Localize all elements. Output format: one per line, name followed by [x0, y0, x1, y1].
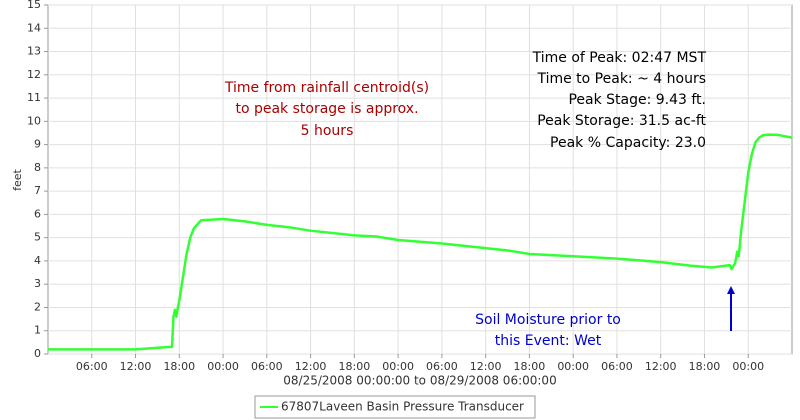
- annotation-line: Time from rainfall centroid(s): [224, 80, 429, 96]
- y-tick-label: 13: [27, 45, 41, 58]
- x-tick-label: 18:00: [514, 360, 546, 373]
- x-tick-label: 06:00: [601, 360, 633, 373]
- y-tick-label: 5: [34, 231, 41, 244]
- y-tick-label: 8: [34, 161, 41, 174]
- annotation-line: this Event: Wet: [495, 333, 602, 349]
- y-tick-label: 9: [34, 138, 41, 151]
- annotation-line: Soil Moisture prior to: [475, 312, 621, 328]
- annotation-line: 5 hours: [301, 123, 354, 139]
- plot-area: [47, 4, 793, 355]
- y-tick-label: 12: [27, 68, 41, 81]
- legend: 67807Laveen Basin Pressure Transducer: [254, 395, 536, 419]
- x-tick-label: 12:00: [295, 360, 327, 373]
- y-tick-label: 4: [34, 254, 41, 267]
- x-tick-label: 00:00: [382, 360, 414, 373]
- y-tick-label: 15: [27, 0, 41, 11]
- annotation-line: Time of Peak: 02:47 MST: [532, 50, 707, 66]
- annotation-line: Time to Peak: ~ 4 hours: [536, 71, 706, 87]
- annotation: Time of Peak: 02:47 MST Time to Peak: ~ …: [532, 50, 707, 151]
- annotation: Time from rainfall centroid(s) to peak s…: [224, 80, 429, 139]
- annotation-line: Peak Stage: 9.43 ft.: [568, 92, 706, 108]
- y-tick-label: 1: [34, 324, 41, 337]
- y-tick-label: 3: [34, 277, 41, 290]
- series-line: [48, 133, 793, 351]
- legend-label: 67807Laveen Basin Pressure Transducer: [281, 400, 524, 414]
- x-tick-label: 18:00: [689, 360, 721, 373]
- x-tick-label: 12:00: [645, 360, 677, 373]
- x-tick-label: 06:00: [251, 360, 283, 373]
- x-tick-label: 00:00: [557, 360, 589, 373]
- y-tick-label: 0: [34, 347, 41, 360]
- x-tick-label: 12:00: [120, 360, 152, 373]
- annotation: Soil Moisture prior to this Event: Wet: [475, 312, 621, 349]
- x-tick-label: 00:00: [207, 360, 239, 373]
- legend-box: [254, 395, 536, 419]
- y-axis-label: feet: [11, 168, 24, 190]
- y-tick-label: 11: [27, 91, 41, 104]
- y-tick-label: 14: [27, 21, 41, 34]
- arrow-head: [727, 286, 735, 294]
- x-axis-label: 08/25/2008 00:00:00 to 08/29/2008 06:00:…: [283, 374, 556, 388]
- x-tick-label: 00:00: [732, 360, 764, 373]
- y-tick-label: 2: [34, 300, 41, 313]
- x-tick-label: 12:00: [470, 360, 502, 373]
- arrow: [727, 286, 735, 331]
- y-tick-label: 7: [34, 184, 41, 197]
- x-tick-label: 18:00: [163, 360, 195, 373]
- y-tick-label: 6: [34, 207, 41, 220]
- y-tick-label: 10: [27, 114, 41, 127]
- x-tick-label: 18:00: [339, 360, 371, 373]
- annotation-line: Peak Storage: 31.5 ac-ft: [537, 113, 706, 129]
- annotation-line: to peak storage is approx.: [235, 101, 418, 117]
- x-tick-label: 06:00: [426, 360, 458, 373]
- annotation-line: Peak % Capacity: 23.0: [550, 135, 706, 151]
- x-tick-label: 06:00: [76, 360, 108, 373]
